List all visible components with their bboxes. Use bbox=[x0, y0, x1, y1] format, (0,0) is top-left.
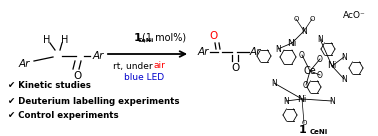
Text: CeNi: CeNi bbox=[310, 129, 328, 135]
Text: blue LED: blue LED bbox=[124, 72, 164, 81]
Text: AcO⁻: AcO⁻ bbox=[343, 12, 366, 21]
Text: 1: 1 bbox=[133, 33, 141, 43]
Text: Ni: Ni bbox=[297, 95, 307, 103]
Text: Ar: Ar bbox=[198, 47, 209, 57]
Text: N: N bbox=[341, 52, 347, 61]
Text: CeNi: CeNi bbox=[138, 38, 154, 42]
Text: O: O bbox=[210, 31, 218, 41]
Text: N: N bbox=[329, 97, 335, 106]
Text: Ni: Ni bbox=[327, 61, 337, 70]
Text: rt, under: rt, under bbox=[113, 61, 155, 70]
Text: O: O bbox=[232, 63, 240, 73]
Text: O: O bbox=[301, 120, 307, 126]
Text: ✔ Kinetic studies: ✔ Kinetic studies bbox=[8, 81, 91, 90]
Text: H: H bbox=[61, 35, 69, 45]
Text: Ar: Ar bbox=[250, 47, 261, 57]
Text: N: N bbox=[341, 75, 347, 84]
Text: O: O bbox=[74, 71, 82, 81]
Text: Ni: Ni bbox=[287, 38, 297, 47]
Text: H: H bbox=[43, 35, 51, 45]
Text: N: N bbox=[271, 78, 277, 87]
Text: O: O bbox=[303, 81, 309, 89]
Text: (1 mol%): (1 mol%) bbox=[143, 33, 187, 43]
Text: Ce: Ce bbox=[304, 66, 316, 76]
Text: ✔ Deuterium labelling experiments: ✔ Deuterium labelling experiments bbox=[8, 97, 180, 106]
Text: N: N bbox=[283, 97, 289, 106]
Text: ✔ Control experiments: ✔ Control experiments bbox=[8, 112, 119, 120]
Text: N: N bbox=[301, 27, 307, 35]
Text: Ar: Ar bbox=[92, 51, 104, 61]
Text: 1: 1 bbox=[298, 125, 306, 135]
Text: O: O bbox=[299, 50, 305, 60]
Text: air: air bbox=[153, 61, 165, 70]
Text: N: N bbox=[317, 35, 323, 44]
Text: N: N bbox=[275, 44, 281, 53]
Text: O: O bbox=[317, 70, 323, 80]
Text: Ar: Ar bbox=[18, 59, 30, 69]
Text: O: O bbox=[293, 16, 299, 22]
Text: O: O bbox=[317, 55, 323, 64]
Text: O: O bbox=[309, 16, 315, 22]
